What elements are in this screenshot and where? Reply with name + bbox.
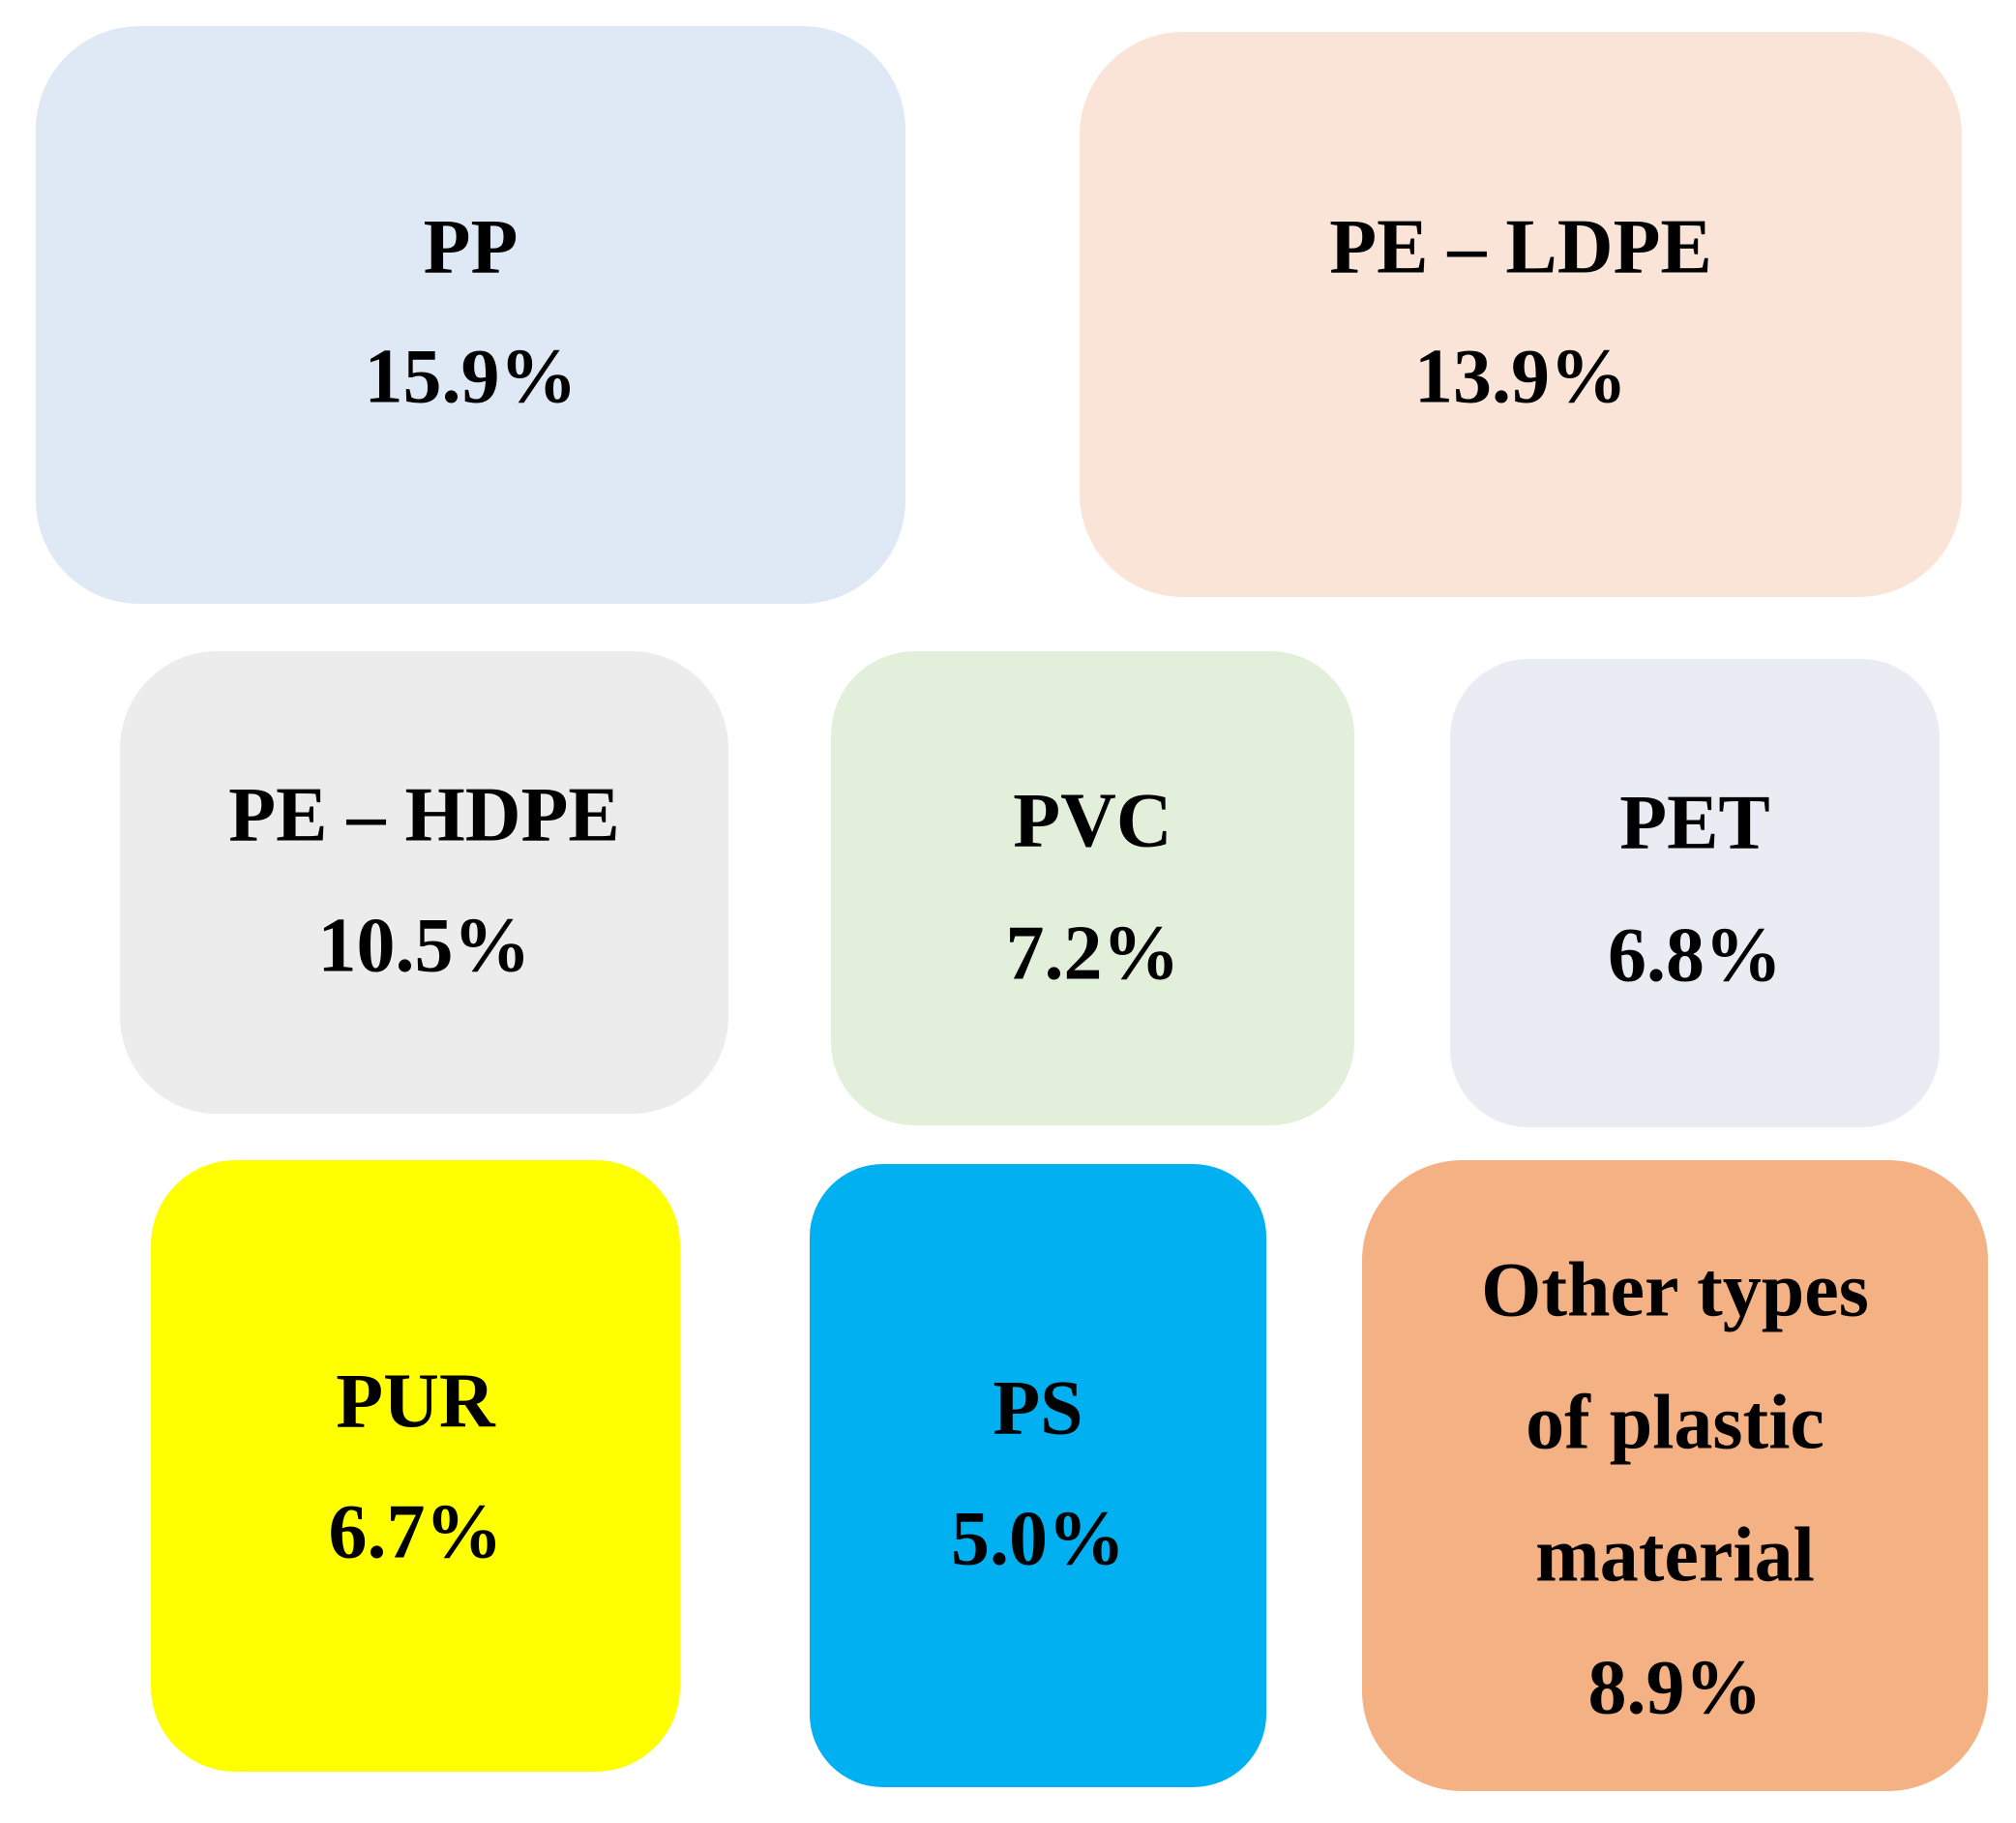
box	[1450, 659, 1940, 1127]
box-value: 7.2%	[1006, 911, 1180, 996]
box-label: PP	[424, 204, 519, 289]
box	[120, 651, 728, 1114]
box-value: 6.7%	[329, 1489, 503, 1574]
box	[1362, 1160, 1988, 1791]
box-label: PUR	[336, 1359, 496, 1444]
box-label: PET	[1619, 780, 1770, 865]
box-label: of plastic	[1526, 1380, 1824, 1465]
box-value: 13.9%	[1414, 334, 1627, 419]
box	[810, 1164, 1266, 1787]
box	[151, 1160, 680, 1772]
box-label: PE – LDPE	[1329, 204, 1712, 289]
box-label: PE – HDPE	[228, 772, 619, 857]
box	[36, 26, 905, 604]
box-label: Other types	[1481, 1247, 1869, 1332]
box	[831, 651, 1354, 1125]
box-value: 8.9%	[1588, 1645, 1763, 1730]
box-label: material	[1535, 1512, 1815, 1598]
box	[1080, 32, 1962, 597]
box-value: 5.0%	[951, 1496, 1125, 1581]
box-label: PVC	[1013, 778, 1171, 863]
box-value: 10.5%	[318, 903, 531, 988]
box-value: 6.8%	[1608, 912, 1782, 998]
box-label: PS	[993, 1365, 1082, 1450]
box-value: 15.9%	[365, 334, 578, 419]
